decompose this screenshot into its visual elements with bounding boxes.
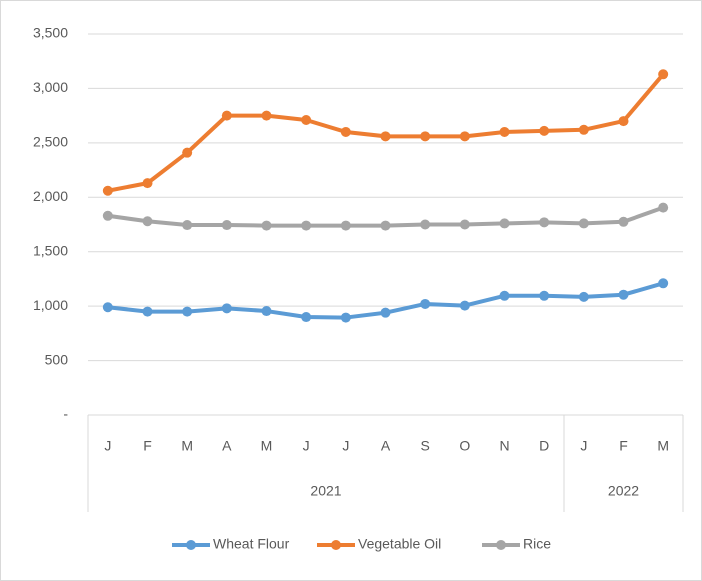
y-tick-label: 1,500 xyxy=(33,242,68,258)
x-tick-label: F xyxy=(143,438,152,454)
x-tick-label: A xyxy=(222,438,232,454)
data-point xyxy=(301,114,312,125)
data-point xyxy=(420,131,431,142)
legend-label: Vegetable Oil xyxy=(358,536,441,552)
x-tick-label: J xyxy=(303,438,310,454)
y-tick-label: 1,000 xyxy=(33,297,68,313)
data-point xyxy=(221,303,232,314)
data-point xyxy=(380,220,391,231)
data-point xyxy=(578,291,589,302)
data-point xyxy=(340,220,351,231)
x-tick-label: S xyxy=(420,438,429,454)
x-group-label: 2021 xyxy=(310,483,341,499)
x-tick-label: M xyxy=(261,438,273,454)
data-point xyxy=(618,289,629,300)
x-tick-label: M xyxy=(657,438,669,454)
y-tick-label: 3,000 xyxy=(33,79,68,95)
data-point xyxy=(102,210,113,221)
data-point xyxy=(499,126,510,137)
data-point xyxy=(142,306,153,317)
y-tick-label: - xyxy=(63,406,68,422)
data-point xyxy=(340,312,351,323)
x-tick-label: J xyxy=(342,438,349,454)
x-tick-label: D xyxy=(539,438,549,454)
legend-label: Rice xyxy=(523,536,551,552)
legend-swatch-marker xyxy=(186,540,196,550)
data-point xyxy=(658,278,669,289)
data-point xyxy=(459,219,470,230)
data-point xyxy=(221,220,232,231)
data-point xyxy=(380,131,391,142)
data-point xyxy=(142,216,153,227)
y-tick-label: 500 xyxy=(45,351,69,367)
x-tick-label: O xyxy=(459,438,470,454)
data-point xyxy=(102,302,113,313)
y-tick-label: 2,000 xyxy=(33,188,68,204)
data-point xyxy=(459,131,470,142)
data-point xyxy=(499,290,510,301)
legend-label: Wheat Flour xyxy=(213,536,290,552)
data-point xyxy=(182,306,193,317)
data-point xyxy=(182,147,193,158)
data-point xyxy=(578,218,589,229)
legend-swatch-marker xyxy=(331,540,341,550)
x-tick-label: J xyxy=(104,438,111,454)
y-tick-label: 2,500 xyxy=(33,134,68,150)
x-tick-label: F xyxy=(619,438,628,454)
legend-swatch-marker xyxy=(496,540,506,550)
data-point xyxy=(499,218,510,229)
data-point xyxy=(420,298,431,309)
data-point xyxy=(658,69,669,80)
data-point xyxy=(142,178,153,189)
data-point xyxy=(618,116,629,127)
data-point xyxy=(102,185,113,196)
x-tick-label: J xyxy=(580,438,587,454)
data-point xyxy=(658,202,669,213)
data-point xyxy=(539,217,550,228)
y-tick-label: 3,500 xyxy=(33,25,68,41)
data-point xyxy=(301,220,312,231)
data-point xyxy=(578,124,589,135)
data-point xyxy=(340,126,351,137)
data-point xyxy=(380,307,391,318)
data-point xyxy=(420,219,431,230)
x-group-label: 2022 xyxy=(608,483,639,499)
x-tick-label: M xyxy=(181,438,193,454)
data-point xyxy=(261,220,272,231)
data-point xyxy=(459,300,470,311)
data-point xyxy=(301,312,312,323)
data-point xyxy=(539,290,550,301)
x-tick-label: A xyxy=(381,438,391,454)
data-point xyxy=(261,306,272,317)
x-tick-label: N xyxy=(499,438,509,454)
data-point xyxy=(221,110,232,121)
data-point xyxy=(539,125,550,136)
data-point xyxy=(182,220,193,231)
data-point xyxy=(618,216,629,227)
data-point xyxy=(261,110,272,121)
